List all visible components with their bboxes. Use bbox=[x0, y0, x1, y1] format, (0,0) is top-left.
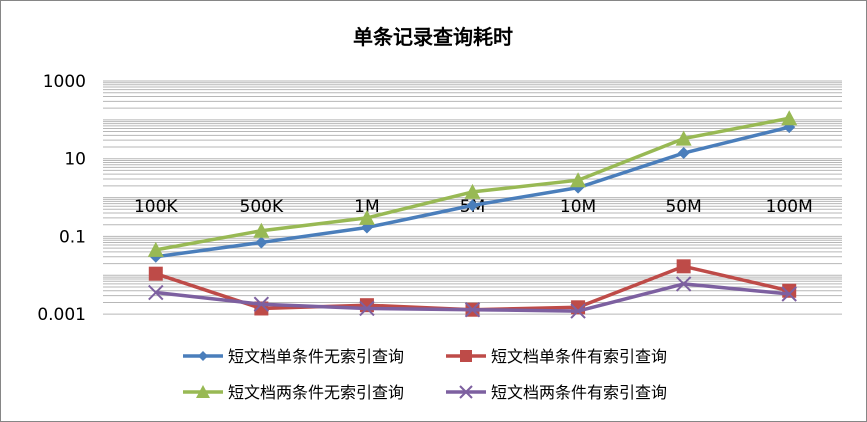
gridlines bbox=[103, 80, 842, 315]
x-category-label: 10M bbox=[560, 197, 596, 217]
data-point bbox=[677, 147, 690, 160]
legend-label: 短文档单条件无索引查询 bbox=[228, 347, 404, 366]
series-1 bbox=[149, 121, 796, 263]
data-point bbox=[147, 241, 164, 257]
x-stroke bbox=[359, 300, 375, 317]
legend-item: 短文档单条件无索引查询 bbox=[183, 347, 404, 366]
y-tick-label: 0.1 bbox=[59, 227, 86, 247]
y-tick-label: 0.001 bbox=[37, 305, 86, 325]
x-stroke bbox=[464, 302, 481, 318]
data-point bbox=[255, 236, 268, 249]
x-category-label: 100K bbox=[134, 197, 178, 217]
data-point bbox=[675, 130, 692, 146]
data-point bbox=[464, 183, 481, 199]
series-3 bbox=[147, 110, 798, 257]
data-point bbox=[460, 350, 472, 362]
x-stroke bbox=[148, 284, 164, 301]
data-point bbox=[196, 385, 210, 398]
data-point bbox=[359, 300, 375, 317]
legend-label: 短文档两条件无索引查询 bbox=[228, 383, 404, 402]
x-stroke bbox=[459, 385, 473, 399]
data-point bbox=[464, 302, 481, 318]
y-axis-ticks: 1000 10 0.1 0.001 bbox=[37, 72, 86, 325]
data-point bbox=[781, 286, 797, 302]
data-point bbox=[253, 222, 270, 238]
data-point bbox=[570, 172, 587, 188]
legend-label: 短文档两条件有索引查询 bbox=[491, 383, 667, 402]
x-stroke bbox=[253, 296, 270, 312]
x-category-label: 500K bbox=[240, 197, 284, 217]
category-labels: 100K500K1M5M10M50M100M bbox=[134, 197, 813, 217]
x-category-label: 50M bbox=[665, 197, 701, 217]
data-point bbox=[148, 266, 163, 281]
series-4 bbox=[148, 276, 797, 319]
legend-label: 短文档单条件有索引查询 bbox=[491, 347, 667, 366]
legend-item: 短文档两条件无索引查询 bbox=[183, 383, 404, 402]
data-point bbox=[253, 296, 270, 312]
plot-area bbox=[147, 110, 798, 319]
data-point bbox=[466, 199, 479, 212]
data-point bbox=[675, 276, 692, 292]
data-point bbox=[781, 110, 798, 126]
data-point bbox=[358, 209, 375, 225]
data-point bbox=[782, 283, 797, 298]
data-point bbox=[198, 351, 208, 361]
x-category-label: 100M bbox=[766, 197, 813, 217]
x-stroke bbox=[675, 276, 692, 292]
data-point bbox=[148, 284, 164, 301]
x-category-label: 1M bbox=[354, 197, 379, 217]
y-tick-label: 1000 bbox=[43, 72, 86, 92]
legend-item: 短文档单条件有索引查询 bbox=[446, 347, 667, 366]
legend-item: 短文档两条件有索引查询 bbox=[446, 383, 667, 402]
x-stroke bbox=[781, 286, 797, 302]
x-stroke bbox=[570, 303, 586, 319]
chart-title: 单条记录查询耗时 bbox=[353, 25, 513, 49]
data-point bbox=[459, 385, 473, 399]
y-tick-label: 10 bbox=[64, 150, 86, 170]
data-point bbox=[676, 259, 691, 274]
data-point bbox=[570, 303, 586, 319]
